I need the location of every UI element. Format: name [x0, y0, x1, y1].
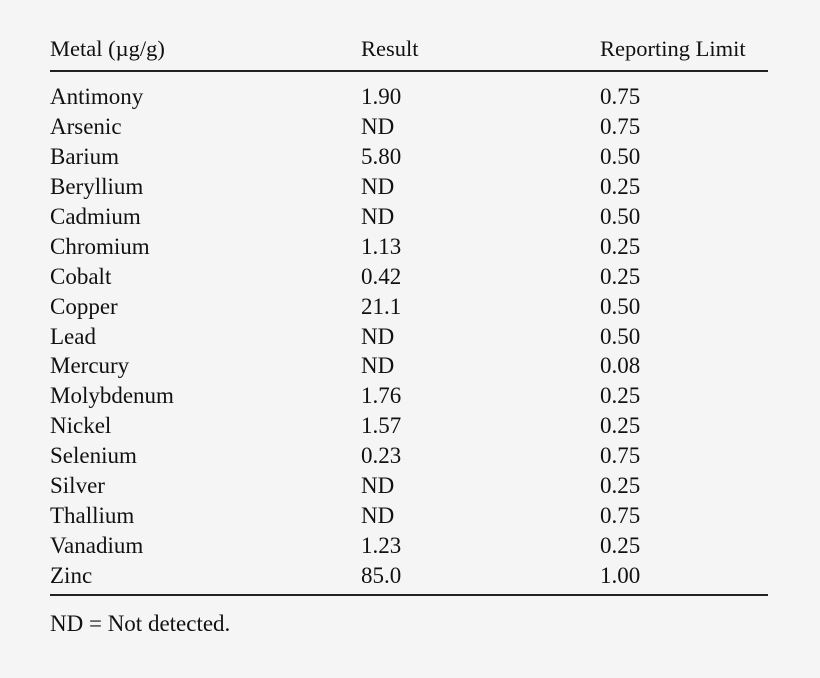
table-row: Nickel 1.57 0.25 [50, 411, 768, 441]
cell-reporting-limit: 0.25 [600, 383, 641, 409]
table-row: Silver ND 0.25 [50, 471, 768, 501]
table-row: Arsenic ND 0.75 [50, 112, 768, 142]
cell-metal: Barium [50, 144, 119, 170]
cell-metal: Selenium [50, 443, 137, 469]
cell-metal: Mercury [50, 353, 130, 379]
cell-metal: Nickel [50, 413, 112, 439]
header-result: Result [361, 35, 419, 61]
table-row: Vanadium 1.23 0.25 [50, 530, 768, 560]
cell-reporting-limit: 0.75 [600, 443, 641, 469]
table-row: Copper 21.1 0.50 [50, 291, 768, 321]
bottom-rule [50, 594, 768, 597]
cell-metal: Zinc [50, 562, 93, 588]
cell-result: ND [361, 502, 395, 528]
cell-result: 1.90 [361, 84, 402, 110]
cell-result: 0.23 [361, 443, 402, 469]
table-body: Antimony 1.90 0.75 Arsenic ND 0.75 Barium 5.80 0… [50, 82, 768, 590]
cell-reporting-limit: 0.25 [600, 532, 641, 558]
footnote: ND = Not detected. [50, 611, 231, 636]
header-metal: Metal (µg/g) [50, 35, 165, 61]
cell-reporting-limit: 0.25 [600, 263, 641, 289]
cell-result: ND [361, 323, 395, 349]
table-row: Barium 5.80 0.50 [50, 142, 768, 172]
cell-reporting-limit: 0.50 [600, 323, 641, 349]
cell-reporting-limit: 1.00 [600, 562, 641, 588]
cell-metal: Cadmium [50, 204, 141, 229]
cell-metal: Silver [50, 473, 105, 499]
cell-result: ND [361, 353, 395, 379]
table-row: Zinc 85.0 1.00 [50, 560, 768, 590]
table-row: Beryllium ND 0.25 [50, 172, 768, 202]
cell-metal: Chromium [50, 233, 150, 259]
cell-metal: Antimony [50, 84, 144, 110]
cell-result: 85.0 [361, 562, 402, 588]
cell-result: 0.42 [361, 263, 402, 289]
cell-result: 1.76 [361, 383, 402, 409]
cell-metal: Molybdenum [50, 383, 174, 409]
cell-result: 5.80 [361, 144, 402, 170]
cell-reporting-limit: 0.50 [600, 293, 641, 319]
cell-metal: Thallium [50, 502, 135, 528]
table-row: Lead ND 0.50 [50, 321, 768, 351]
table-row: Molybdenum 1.76 0.25 [50, 381, 768, 411]
cell-metal: Beryllium [50, 174, 144, 200]
cell-result: ND [361, 204, 395, 229]
cell-metal: Cobalt [50, 263, 112, 289]
cell-reporting-limit: 0.50 [600, 204, 641, 229]
table-header-row: Metal (µg/g) Result Reporting Limit [50, 30, 768, 68]
cell-reporting-limit: 0.75 [600, 114, 641, 140]
cell-result: ND [361, 473, 395, 499]
cell-reporting-limit: 0.25 [600, 174, 641, 200]
table-row: Selenium 0.23 0.75 [50, 441, 768, 471]
cell-result: ND [361, 174, 395, 200]
cell-result: 1.23 [361, 532, 402, 558]
cell-reporting-limit: 0.25 [600, 473, 641, 499]
cell-reporting-limit: 0.25 [600, 233, 641, 259]
cell-reporting-limit: 0.75 [600, 84, 641, 110]
cell-reporting-limit: 0.08 [600, 353, 641, 379]
cell-reporting-limit: 0.25 [600, 413, 641, 439]
cell-reporting-limit: 0.75 [600, 502, 641, 528]
cell-reporting-limit: 0.50 [600, 144, 641, 170]
table-row: Chromium 1.13 0.25 [50, 231, 768, 261]
cell-result: ND [361, 114, 395, 140]
cell-result: 1.57 [361, 413, 402, 439]
cell-metal: Lead [50, 323, 96, 349]
cell-result: 1.13 [361, 233, 402, 259]
table-row: Cobalt 0.42 0.25 [50, 261, 768, 291]
table-row: Cadmium ND 0.50 [50, 202, 768, 232]
table-row: Antimony 1.90 0.75 [50, 82, 768, 112]
table-row: Mercury ND 0.08 [50, 351, 768, 381]
cell-metal: Arsenic [50, 114, 122, 140]
cell-result: 21.1 [361, 293, 402, 319]
cell-metal: Copper [50, 293, 118, 319]
header-reporting-limit: Reporting Limit [600, 35, 746, 61]
table-row: Thallium ND 0.75 [50, 500, 768, 530]
cell-metal: Vanadium [50, 532, 144, 558]
metals-table: Metal (µg/g) Result Reporting Limit Anti… [50, 30, 768, 597]
header-rule [50, 70, 768, 72]
